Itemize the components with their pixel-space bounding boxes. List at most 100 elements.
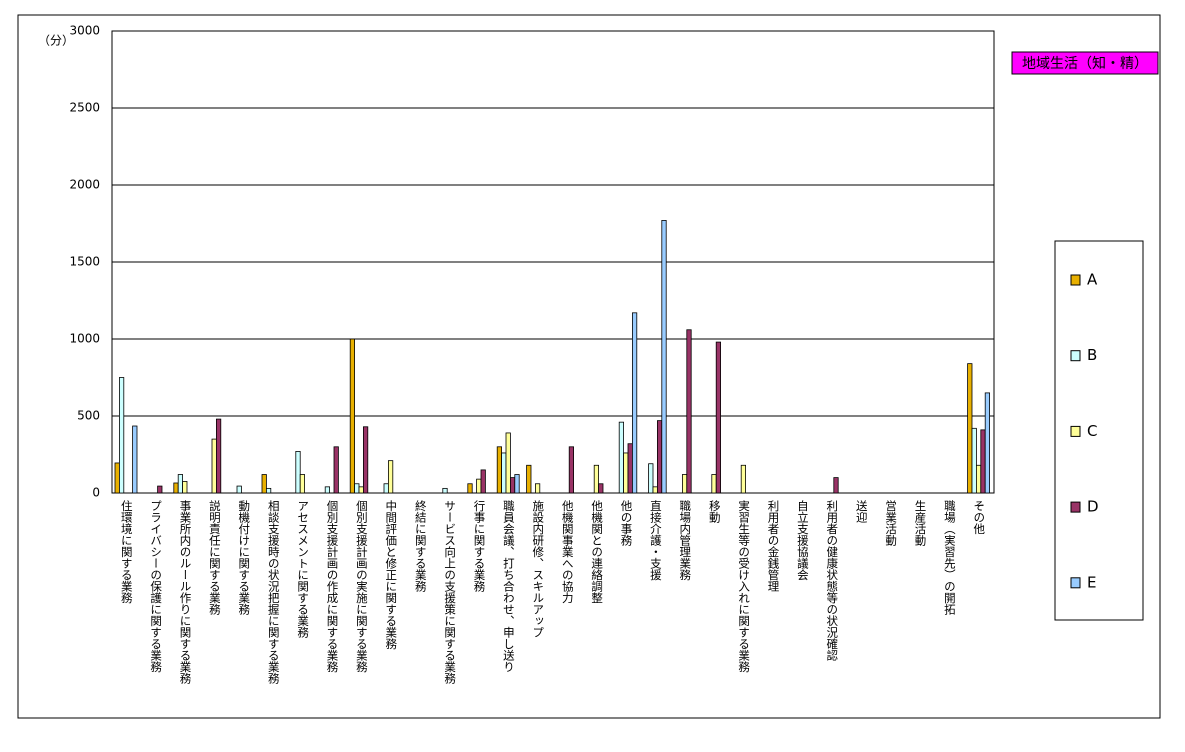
y-axis-label: （分）	[38, 34, 74, 48]
legend-label: E	[1087, 573, 1096, 591]
x-tick-label: 実習生等の受け入れに関する業務	[737, 499, 751, 673]
x-tick-label: 移動	[708, 500, 722, 524]
y-tick-label: 0	[92, 486, 100, 500]
bar	[976, 464, 982, 494]
bar	[295, 451, 301, 494]
legend-swatch	[1070, 425, 1081, 437]
bar	[261, 474, 267, 494]
bar	[598, 483, 604, 494]
x-tick-label: 他機関事業への協力	[561, 500, 575, 604]
y-tick-label: 3000	[69, 24, 100, 38]
x-tick-label: 職場（実習先）の開拓	[943, 500, 957, 615]
bar	[652, 486, 658, 494]
x-tick-label: 動機付けに関する業務	[237, 499, 251, 616]
bar	[967, 363, 973, 494]
x-tick-label: 事業所内のルール作りに関する業務	[179, 500, 193, 685]
legend-swatch	[1070, 577, 1081, 589]
x-tick-label: 中間評価と修正に関する業務	[384, 500, 398, 650]
chart-title: 地域生活（知・精）	[1022, 55, 1148, 72]
x-tick-label: 生産活動	[914, 499, 928, 547]
bar	[980, 429, 986, 494]
y-tick-label: 500	[77, 409, 100, 423]
x-tick-label: 直接介護・支援	[649, 499, 663, 581]
bar	[618, 421, 625, 494]
bar	[476, 478, 482, 494]
bar	[661, 220, 667, 494]
bar	[833, 477, 839, 494]
bar	[505, 432, 511, 494]
bar	[236, 485, 242, 494]
bar	[623, 452, 629, 494]
x-tick-label: プライバシーの保護に関する業務	[149, 500, 163, 673]
bar	[265, 487, 272, 494]
bar	[354, 483, 360, 494]
bar	[132, 425, 138, 494]
x-tick-label: アセスメントに関する業務	[296, 500, 310, 639]
bar	[568, 446, 575, 494]
bar	[362, 426, 369, 494]
bar	[509, 477, 516, 494]
x-tick-label: サービス向上の支援策に関する業務	[443, 500, 457, 685]
legend-swatch	[1070, 501, 1081, 513]
x-tick-label: 利用者の健康状態等の状況確認	[825, 500, 839, 661]
legend-label: B	[1087, 346, 1097, 364]
bar	[514, 474, 520, 494]
bar	[358, 486, 364, 494]
bar	[715, 341, 722, 494]
bar	[387, 460, 394, 494]
y-tick-label: 2500	[69, 101, 100, 115]
y-tick-label: 1500	[69, 255, 100, 269]
legend-label: D	[1087, 498, 1099, 516]
legend-box	[1054, 240, 1144, 621]
bar	[119, 377, 125, 494]
x-tick-label: 住環境に関する業務	[120, 499, 134, 604]
bar	[682, 474, 688, 494]
x-tick-label: 職員会議、打ち合わせ、申し送り	[502, 500, 516, 673]
bar	[535, 483, 541, 494]
legend-label: A	[1087, 271, 1098, 289]
bar	[526, 464, 532, 494]
bar	[593, 464, 600, 494]
x-tick-label: 職場内管理業務	[678, 500, 692, 581]
bar	[984, 392, 991, 494]
bar	[349, 338, 356, 494]
bar	[173, 482, 179, 494]
y-tick-label: 1000	[69, 332, 100, 346]
bar	[686, 329, 692, 494]
bar	[740, 464, 747, 494]
legend-label: C	[1087, 422, 1097, 440]
bar	[711, 474, 717, 494]
bar	[480, 469, 486, 494]
legend-swatch	[1070, 274, 1081, 286]
x-tick-label: 他の事務	[620, 500, 634, 547]
bar	[383, 483, 389, 494]
x-tick-label: 個別支援計画の実施に関する業務	[355, 500, 369, 673]
title-box	[1011, 51, 1159, 75]
bar	[215, 418, 222, 494]
bar	[442, 487, 448, 494]
bar	[182, 481, 188, 494]
bar	[299, 474, 306, 494]
bar	[657, 420, 663, 494]
x-tick-label: 行事に関する業務	[473, 500, 487, 593]
bar	[496, 446, 503, 494]
bar	[333, 446, 339, 494]
bar	[971, 427, 977, 494]
bar	[114, 462, 120, 494]
bar	[648, 463, 654, 494]
bar	[211, 438, 217, 494]
bar	[627, 443, 633, 494]
x-tick-label: 個別支援計画の作成に関する業務	[326, 500, 340, 673]
bar	[501, 452, 507, 494]
bar	[467, 483, 473, 494]
x-tick-label: 他機関との連絡調整	[590, 500, 604, 604]
bar	[157, 485, 163, 494]
x-tick-label: 相談支援時の状況把握に関する業務	[267, 500, 281, 685]
bar	[177, 474, 183, 494]
x-tick-label: 自立支援協議会	[796, 500, 810, 581]
x-tick-label: 終結に関する業務	[414, 499, 428, 593]
x-tick-label: 送迎	[855, 499, 869, 523]
x-tick-label: 営業活動	[884, 499, 898, 547]
x-tick-label: 説明責任に関する業務	[208, 499, 222, 616]
